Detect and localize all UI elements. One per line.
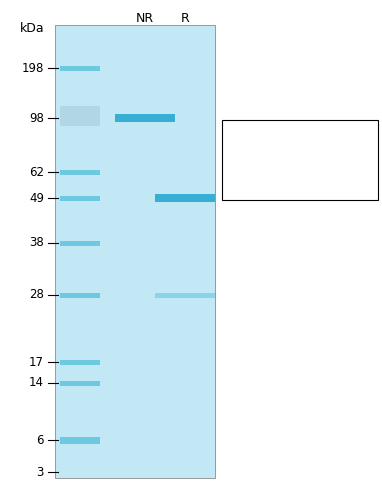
Text: 28: 28 (29, 288, 44, 302)
Bar (60, 381, 100, 386)
Bar (60, 293, 100, 298)
Bar (60, 360, 100, 365)
Bar (115, 114, 175, 122)
Text: 6: 6 (37, 434, 44, 446)
Text: 17: 17 (29, 356, 44, 368)
Bar (60, 437, 100, 444)
Bar (60, 241, 100, 246)
Bar (155, 293, 215, 298)
Bar (60, 196, 100, 201)
Text: R: R (181, 12, 189, 24)
Bar (60, 66, 100, 71)
Text: 2.5 μg loading
NR = Non-reduced
R = Reduced: 2.5 μg loading NR = Non-reduced R = Redu… (228, 128, 338, 177)
Text: 62: 62 (29, 166, 44, 178)
Bar (60, 106, 100, 126)
Text: 3: 3 (37, 466, 44, 478)
Bar (60, 170, 100, 175)
Bar (155, 194, 215, 202)
Bar (222, 120, 378, 200)
Text: 98: 98 (29, 112, 44, 124)
Text: NR: NR (136, 12, 154, 24)
Bar (55, 25, 215, 478)
Text: 38: 38 (29, 236, 44, 250)
Text: kDa: kDa (20, 22, 45, 35)
Text: 14: 14 (29, 376, 44, 390)
Text: 49: 49 (29, 192, 44, 204)
Text: 198: 198 (22, 62, 44, 74)
